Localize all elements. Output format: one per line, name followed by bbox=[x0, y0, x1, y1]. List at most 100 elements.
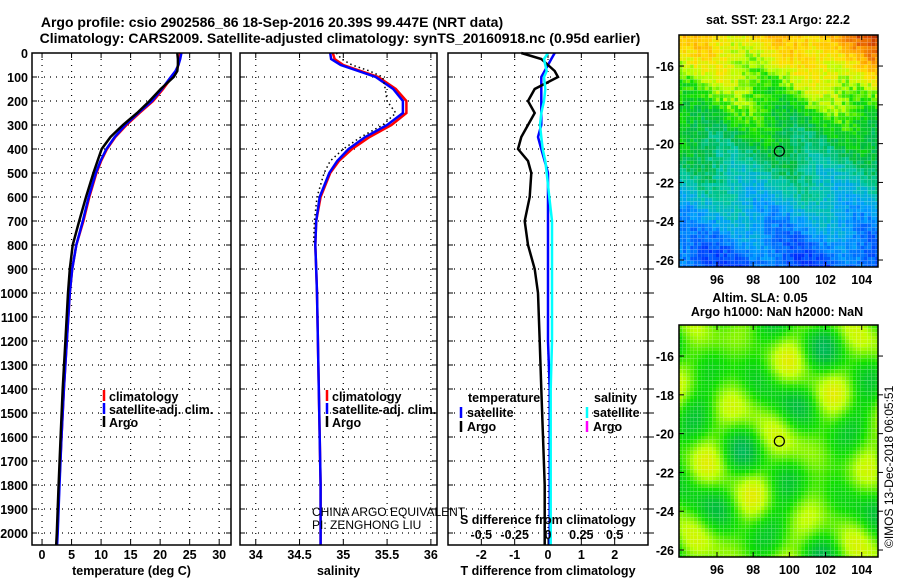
lat-tick-label: -26 bbox=[656, 544, 674, 558]
difference-profile-panel: -2 -1 0 1 2 T difference from climatology temp… bbox=[447, 51, 654, 578]
x-axis-label: T difference from climatology bbox=[460, 564, 635, 578]
series-line-climatology bbox=[55, 52, 182, 546]
lat-tick-label: -18 bbox=[656, 389, 674, 403]
series-line-climatology bbox=[314, 52, 408, 545]
y-tick-label: 0 bbox=[21, 47, 28, 61]
lat-tick-label: -18 bbox=[656, 99, 674, 113]
title-line-1: Argo profile: csio 2902586_86 18-Sep-201… bbox=[41, 14, 503, 30]
legend-label: climatology bbox=[109, 390, 179, 404]
y-tick-label: 1800 bbox=[0, 479, 28, 493]
y-tick-label: 1100 bbox=[1, 311, 28, 325]
title-line-2: Climatology: CARS2009. Satellite-adjuste… bbox=[40, 30, 641, 46]
salinity-profile-panel: 34 34.5 35 35.5 36 salinity climatologysatelli… bbox=[239, 52, 438, 578]
series-line-satellite-adj-clim- bbox=[314, 52, 405, 545]
y-tick-label: 100 bbox=[7, 71, 28, 85]
plot-frame bbox=[31, 52, 232, 546]
program-label: CHINA ARGO EQUIVALENT bbox=[312, 505, 466, 519]
y-tick-label: 1600 bbox=[0, 431, 28, 445]
series-line-argo bbox=[54, 52, 180, 546]
x-tick-label: 0 bbox=[545, 548, 552, 562]
sst-map-title: sat. SST: 23.1 Argo: 22.2 bbox=[706, 13, 850, 27]
x-tick-label: 0 bbox=[39, 548, 46, 562]
y-tick-label: 400 bbox=[7, 143, 28, 157]
legend-label: satellite bbox=[467, 406, 514, 420]
lon-tick-label: 104 bbox=[851, 563, 872, 577]
legend-label: satellite-adj. clim. bbox=[332, 403, 436, 417]
y-tick-label: 1300 bbox=[0, 359, 28, 373]
y-tick-label: 2000 bbox=[0, 527, 28, 541]
lat-tick-label: -20 bbox=[656, 428, 674, 442]
lon-tick-label: 102 bbox=[815, 273, 836, 287]
x2-axis-label: S difference from climatology bbox=[460, 513, 636, 527]
y-tick-label: 500 bbox=[7, 167, 28, 181]
x-tick-label: 2 bbox=[611, 548, 618, 562]
x-tick-label: 35.5 bbox=[375, 548, 399, 562]
x-tick-label: 25 bbox=[183, 548, 197, 562]
lon-tick-label: 100 bbox=[779, 563, 800, 577]
x-tick-label: 20 bbox=[153, 548, 167, 562]
legend-title-salinity: salinity bbox=[594, 391, 637, 405]
argo-position-marker bbox=[773, 435, 785, 447]
lon-tick-label: 96 bbox=[710, 563, 724, 577]
series-line-s-satellite bbox=[538, 52, 554, 545]
legend-label: climatology bbox=[332, 390, 402, 404]
x-tick-label: 5 bbox=[68, 548, 75, 562]
sla-map-image bbox=[679, 325, 878, 557]
x2-tick-label: 0 bbox=[545, 528, 552, 542]
sla-map-title: Altim. SLA: 0.05 bbox=[712, 291, 807, 305]
legend-label: satellite-adj. clim. bbox=[109, 403, 213, 417]
x-axis-label: salinity bbox=[317, 564, 360, 578]
lon-tick-label: 100 bbox=[779, 273, 800, 287]
x-tick-label: 35 bbox=[336, 548, 350, 562]
lon-tick-label: 98 bbox=[746, 273, 760, 287]
plot-frame bbox=[239, 52, 438, 546]
legend-label: satellite bbox=[593, 406, 640, 420]
y-tick-label: 1200 bbox=[0, 335, 28, 349]
temperature-profile-panel: 0 5 10 15 20 25 300100200300400500600700800900… bbox=[0, 47, 232, 578]
lat-tick-label: -24 bbox=[656, 215, 674, 229]
legend-label: Argo bbox=[593, 420, 623, 434]
map-frame bbox=[678, 34, 879, 268]
series-line-t-argo bbox=[516, 51, 560, 545]
x-tick-label: 34 bbox=[249, 548, 263, 562]
x-tick-label: 10 bbox=[94, 548, 108, 562]
x-tick-label: -1 bbox=[509, 548, 520, 562]
map-frame bbox=[678, 324, 879, 558]
x-axis-label: temperature (deg C) bbox=[72, 564, 191, 578]
lat-tick-label: -16 bbox=[656, 350, 674, 364]
sst-map: 96 98 100 102 104 -16 -18 -20 -22 -24 -26 sat. SST:… bbox=[656, 13, 883, 287]
legend-label: Argo bbox=[467, 420, 497, 434]
y-tick-label: 900 bbox=[7, 263, 28, 277]
legend-label: Argo bbox=[109, 416, 139, 430]
y-tick-label: 1500 bbox=[0, 407, 28, 421]
lat-tick-label: -22 bbox=[656, 176, 674, 190]
argo-position-marker bbox=[773, 145, 785, 157]
imos-credit: ©IMOS 13-Dec-2018 06:05:51 bbox=[882, 385, 896, 548]
y-tick-label: 800 bbox=[7, 239, 28, 253]
lat-tick-label: -24 bbox=[656, 505, 674, 519]
pi-label: PI: ZENGHONG LIU bbox=[312, 518, 421, 532]
x2-tick-label: -0.25 bbox=[500, 528, 529, 542]
legend-title-temperature: temperature bbox=[468, 391, 540, 405]
sst-map-image bbox=[679, 35, 878, 267]
x-tick-label: 36 bbox=[424, 548, 438, 562]
plot-frame bbox=[447, 52, 649, 546]
lat-tick-label: -26 bbox=[656, 254, 674, 268]
lat-tick-label: -20 bbox=[656, 138, 674, 152]
sla-map-subtitle: Argo h1000: NaN h2000: NaN bbox=[691, 305, 863, 319]
sla-map: 96 98 100 102 104 -16 -18 -20 -22 -24 -26 Altim. SL… bbox=[656, 291, 883, 577]
y-tick-label: 300 bbox=[7, 119, 28, 133]
lat-tick-label: -22 bbox=[656, 466, 674, 480]
lon-tick-label: 98 bbox=[746, 563, 760, 577]
x-tick-label: 1 bbox=[578, 548, 585, 562]
legend-label: Argo bbox=[332, 416, 362, 430]
x2-tick-label: 0.25 bbox=[569, 528, 593, 542]
lon-tick-label: 104 bbox=[851, 273, 872, 287]
lon-tick-label: 102 bbox=[815, 563, 836, 577]
lat-tick-label: -16 bbox=[656, 60, 674, 74]
y-tick-label: 1400 bbox=[0, 383, 28, 397]
y-tick-label: 600 bbox=[7, 191, 28, 205]
x2-tick-label: -0.5 bbox=[471, 528, 493, 542]
lon-tick-label: 96 bbox=[710, 273, 724, 287]
